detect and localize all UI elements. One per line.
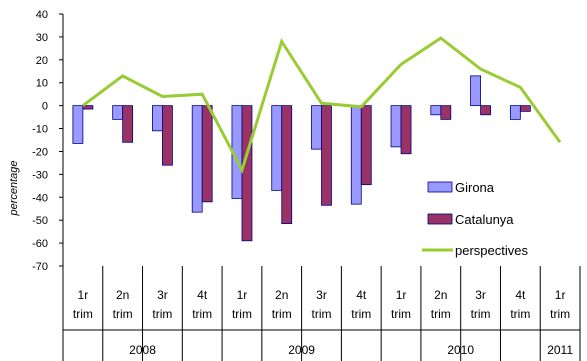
bar-catalunya [162, 105, 173, 166]
x-category-label: 1r [555, 288, 566, 302]
y-tick-label: -60 [32, 238, 48, 250]
y-tick-label: -70 [32, 261, 48, 273]
y-tick-label: -40 [32, 192, 48, 204]
x-category-label: 1r [237, 288, 248, 302]
y-tick-label: 10 [36, 78, 48, 90]
x-category-label: trim [351, 307, 371, 321]
x-category-label: trim [391, 307, 411, 321]
x-category-label: trim [312, 307, 332, 321]
bar-girona [191, 105, 203, 213]
x-category-label: 4t [356, 288, 367, 302]
bar-girona [390, 105, 402, 148]
x-axis: 1r trim 2n trim 3r trim 4t trim 1r trim 2n trim 3r tr… [62, 266, 581, 361]
bar-girona [152, 105, 163, 132]
bar-girona [350, 105, 362, 205]
legend-swatch-girona [427, 181, 453, 193]
y-axis-label: percentage [8, 160, 20, 216]
bar-catalunya [360, 105, 372, 186]
x-category-label: 1r [396, 288, 407, 302]
x-category-label: trim [192, 307, 212, 321]
x-year-label: 2009 [288, 343, 315, 357]
x-category-label: trim [73, 307, 93, 321]
bar-girona [271, 105, 283, 191]
x-category-label: trim [152, 307, 172, 321]
legend-label-perspectives: perspectives [455, 243, 528, 258]
legend-label-catalunya: Catalunya [455, 212, 514, 227]
x-category-label: 3r [316, 288, 327, 302]
x-category-label: 1r [78, 288, 89, 302]
bar-catalunya [440, 105, 452, 120]
x-category-label: 4t [197, 288, 208, 302]
y-axis: -70 -60 -50 -40 -30 -20 -10 0 10 20 30 40 [32, 9, 64, 273]
bar-girona [311, 105, 322, 150]
bar-girona [112, 105, 124, 120]
x-category-label: trim [232, 307, 252, 321]
y-tick-label: 0 [42, 101, 48, 113]
bar-catalunya [321, 105, 332, 206]
legend: Girona Catalunya perspectives [422, 180, 528, 258]
bar-catalunya [400, 105, 412, 155]
bars [72, 75, 531, 242]
bar-catalunya [241, 105, 253, 242]
x-category-label: trim [550, 307, 570, 321]
x-category-label: trim [510, 307, 530, 321]
x-category-label: trim [471, 307, 491, 321]
y-tick-label: -20 [32, 146, 48, 158]
y-tick-label: 40 [36, 9, 48, 21]
x-year-label: 2011 [547, 343, 573, 357]
y-tick-label: 20 [36, 55, 48, 67]
y-tick-label: -10 [32, 124, 48, 136]
x-category-label: 3r [157, 288, 168, 302]
y-tick-label: 30 [36, 32, 48, 44]
x-category-label: 4t [515, 288, 526, 302]
line-perspectives [82, 36, 562, 174]
bar-girona [509, 105, 521, 120]
x-category-label: 2n [116, 288, 129, 302]
legend-swatch-catalunya [427, 213, 453, 225]
bar-girona [470, 75, 481, 107]
bar-girona [72, 105, 84, 144]
x-category-label: trim [431, 307, 451, 321]
x-year-label: 2010 [447, 343, 474, 357]
x-category-label: trim [113, 307, 133, 321]
y-tick-label: -50 [32, 215, 48, 227]
y-tick-label: -30 [32, 169, 48, 181]
bar-catalunya [480, 105, 491, 116]
perspectives-line-group [82, 36, 562, 174]
bar-catalunya [281, 105, 293, 225]
bar-girona [430, 105, 442, 116]
x-category-label: 3r [475, 288, 486, 302]
x-year-label: 2008 [129, 343, 156, 357]
bar-catalunya [201, 105, 213, 203]
bar-catalunya [122, 105, 134, 143]
bar-catalunya [82, 105, 94, 110]
x-category-label: 2n [434, 288, 447, 302]
x-category-label: 2n [275, 288, 288, 302]
legend-label-girona: Girona [455, 180, 495, 195]
bar-catalunya [519, 105, 531, 112]
x-category-label: trim [272, 307, 292, 321]
